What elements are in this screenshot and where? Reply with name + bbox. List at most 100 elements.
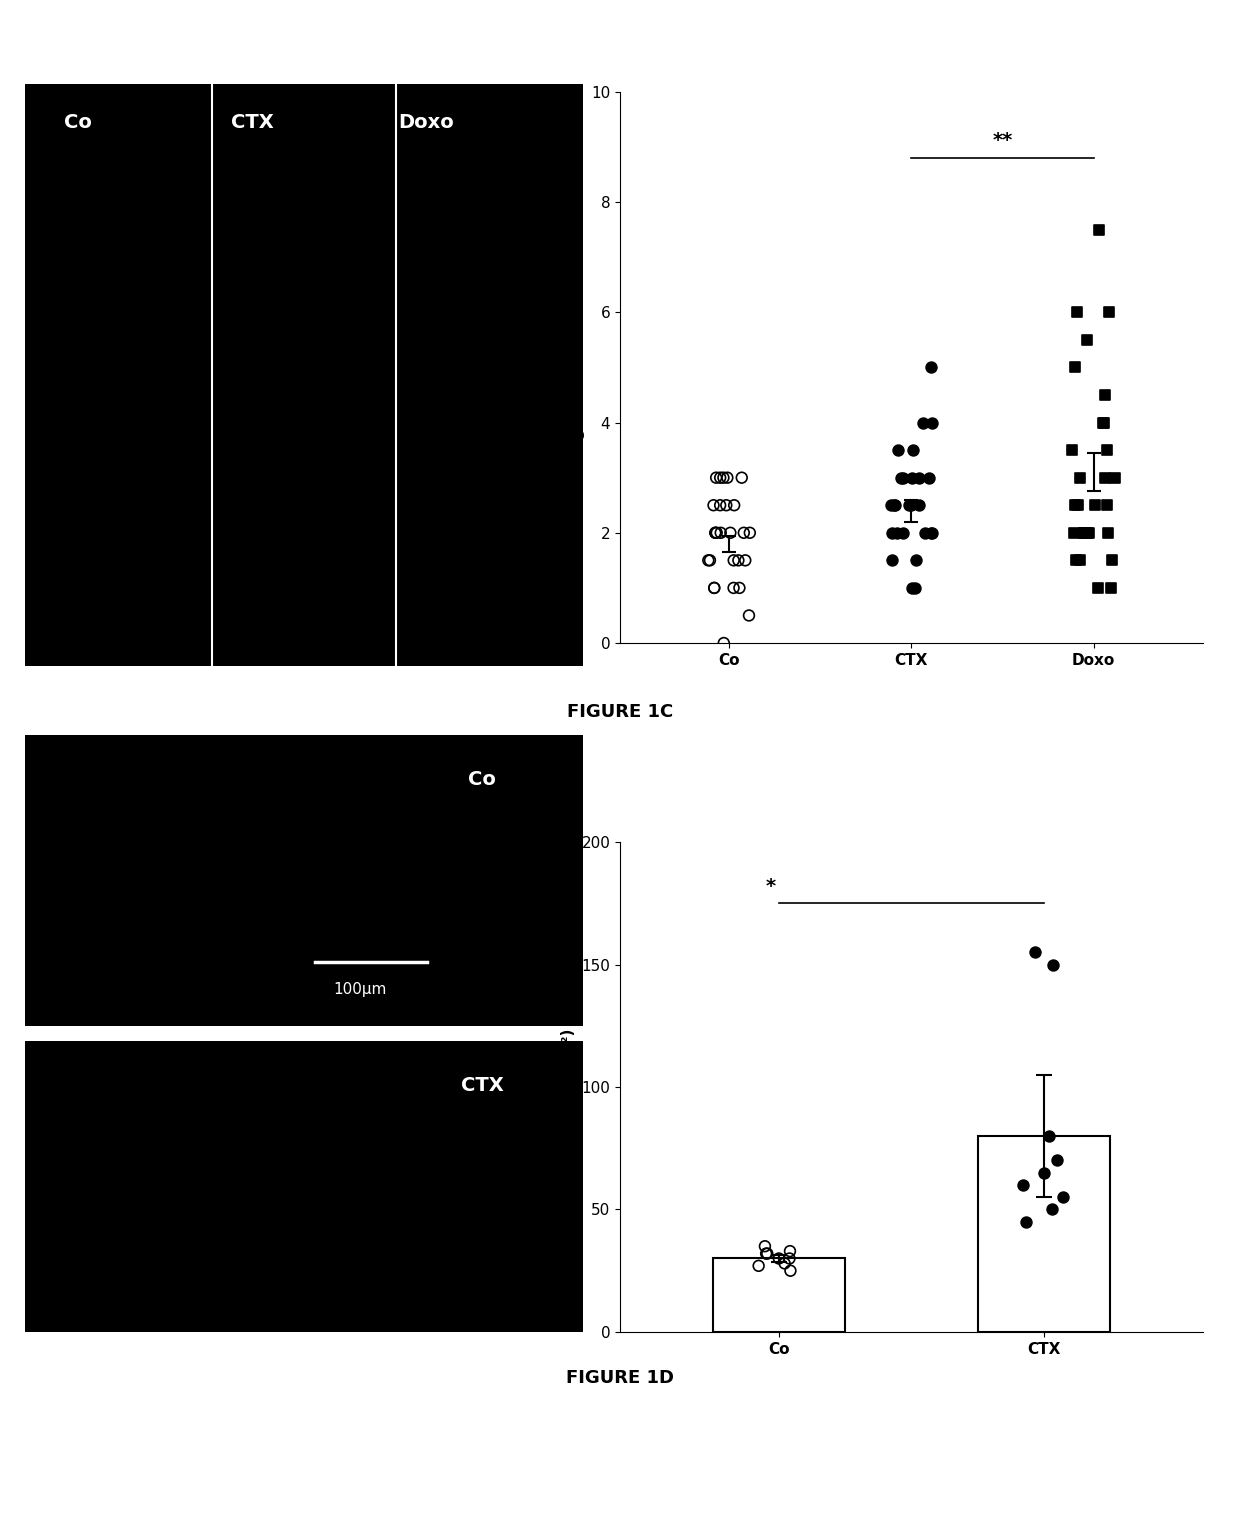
Point: [1068, 493, 1087, 517]
Point: [756, 1242, 776, 1266]
Point: [1102, 548, 1122, 573]
Point: [901, 493, 921, 517]
Point: [1025, 940, 1045, 965]
Point: [707, 521, 727, 545]
Point: [1089, 217, 1109, 242]
Point: [718, 465, 738, 490]
Point: [893, 521, 913, 545]
Point: [919, 465, 939, 490]
Point: [711, 521, 730, 545]
Point: [1034, 1160, 1054, 1185]
Point: [734, 521, 754, 545]
Point: [703, 493, 723, 517]
Point: [769, 1246, 789, 1271]
Point: [732, 465, 751, 490]
Point: [1076, 521, 1096, 545]
Point: [717, 493, 737, 517]
Point: [704, 576, 724, 600]
Point: [909, 493, 929, 517]
Point: [1097, 493, 1117, 517]
Point: [882, 548, 901, 573]
Point: [728, 548, 748, 573]
Point: [1101, 576, 1121, 600]
Point: [724, 548, 744, 573]
Point: [1094, 410, 1114, 435]
Point: [915, 521, 935, 545]
Point: [1048, 1148, 1068, 1173]
Point: [780, 1239, 800, 1263]
Point: [1092, 410, 1112, 435]
Point: [1095, 465, 1115, 490]
Point: [720, 521, 740, 545]
Text: Co: Co: [64, 113, 92, 132]
Text: CTX: CTX: [232, 113, 274, 132]
Point: [706, 521, 725, 545]
Point: [1105, 465, 1125, 490]
Point: [1043, 952, 1063, 977]
Point: [1061, 438, 1081, 462]
Point: [780, 1246, 800, 1271]
Point: [698, 548, 718, 573]
Point: [890, 465, 910, 490]
Point: [1053, 1185, 1073, 1209]
Text: Doxo: Doxo: [399, 113, 454, 132]
Point: [920, 355, 940, 380]
Point: [1065, 493, 1085, 517]
Point: [1097, 438, 1117, 462]
Point: [704, 576, 724, 600]
Point: [713, 465, 733, 490]
Point: [707, 465, 727, 490]
Y-axis label: surface (μm²): surface (μm²): [560, 1029, 575, 1145]
Point: [905, 576, 925, 600]
Point: [1097, 521, 1117, 545]
Point: [1074, 521, 1094, 545]
Point: [906, 548, 926, 573]
Point: [899, 493, 919, 517]
Point: [888, 438, 908, 462]
Point: [706, 521, 725, 545]
Point: [1079, 521, 1099, 545]
Point: [758, 1242, 777, 1266]
Point: [755, 1234, 775, 1258]
Point: [1095, 383, 1115, 407]
Text: *: *: [765, 877, 776, 896]
Point: [1042, 1197, 1061, 1222]
Point: [893, 465, 913, 490]
Point: [1017, 1209, 1037, 1234]
Point: [1074, 521, 1094, 545]
Point: [711, 465, 730, 490]
Point: [711, 493, 730, 517]
Point: [749, 1254, 769, 1278]
Y-axis label: # goblet cells / villus: # goblet cells / villus: [570, 279, 585, 456]
Point: [1100, 300, 1120, 325]
Point: [1070, 548, 1090, 573]
Point: [882, 493, 901, 517]
Text: **: **: [992, 130, 1013, 150]
Point: [739, 603, 759, 628]
Point: [724, 493, 744, 517]
Point: [1070, 465, 1090, 490]
Point: [1085, 493, 1105, 517]
Point: [1039, 1124, 1059, 1148]
Point: [740, 521, 760, 545]
Bar: [977, 1136, 1110, 1332]
Point: [1087, 576, 1107, 600]
Point: [1078, 328, 1097, 352]
Point: [724, 576, 744, 600]
Point: [904, 438, 924, 462]
Point: [1064, 521, 1084, 545]
Point: [885, 493, 905, 517]
Text: Co: Co: [469, 770, 496, 788]
Point: [887, 521, 906, 545]
Point: [921, 521, 941, 545]
Point: [780, 1258, 800, 1283]
Point: [714, 631, 734, 655]
Text: FIGURE 1D: FIGURE 1D: [565, 1369, 675, 1387]
Point: [1065, 355, 1085, 380]
Text: FIGURE 1C: FIGURE 1C: [567, 703, 673, 721]
Point: [775, 1251, 795, 1275]
Point: [903, 576, 923, 600]
Point: [921, 521, 941, 545]
Point: [1065, 548, 1085, 573]
Point: [903, 465, 923, 490]
